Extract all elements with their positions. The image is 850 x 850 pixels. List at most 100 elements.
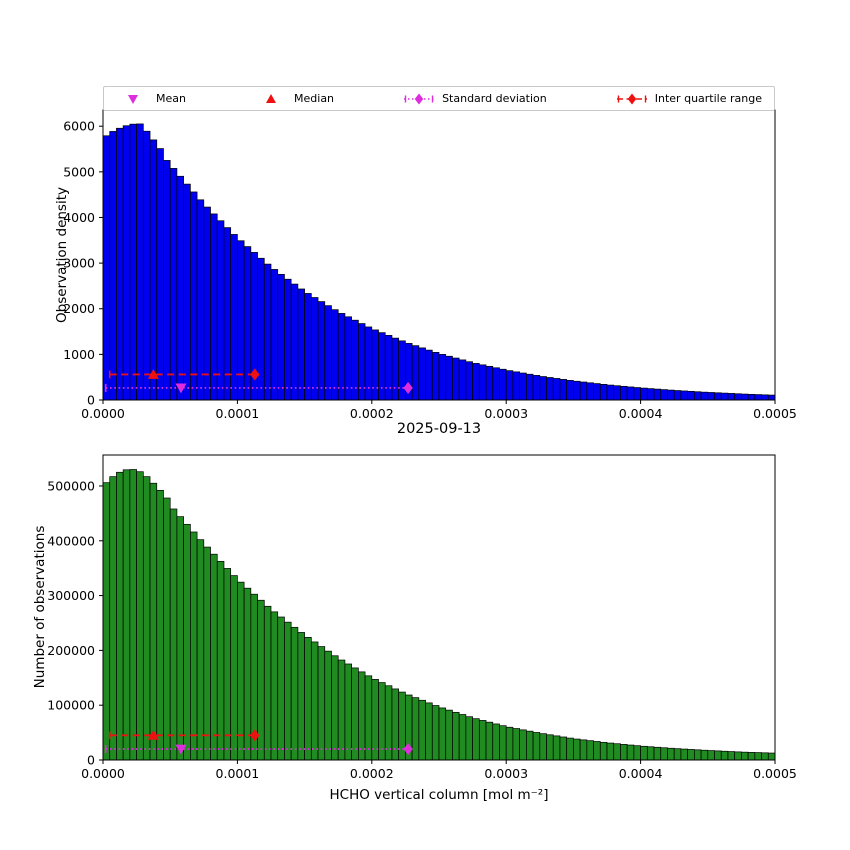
legend-label-inter-quartile-range: Inter quartile range — [654, 92, 762, 105]
histogram-bar — [297, 288, 305, 401]
histogram-bar — [331, 655, 339, 761]
bottom-ylabel: Number of observations — [32, 525, 48, 689]
histogram-bar — [646, 388, 655, 401]
y-tick-label: 100000 — [47, 698, 95, 713]
histogram-bar — [754, 752, 762, 761]
histogram-bar — [317, 301, 326, 401]
histogram-bar — [237, 240, 245, 401]
xlabel: HCHO vertical column [mol m⁻²] — [329, 787, 549, 803]
x-tick-label: 0.0003 — [484, 766, 528, 781]
histogram-bar — [626, 386, 635, 401]
histogram-bar — [620, 744, 628, 761]
histogram-bar — [660, 389, 668, 401]
histogram-bar — [310, 641, 319, 761]
histogram-bar — [633, 387, 641, 401]
y-tick-label: 1000 — [63, 347, 95, 362]
legend-label-standard-deviation: Standard deviation — [442, 92, 547, 105]
histogram-bar — [734, 393, 742, 401]
inter-quartile-range-marker-icon — [616, 93, 647, 104]
histogram-bar — [418, 699, 426, 761]
histogram-bar — [411, 697, 420, 761]
std-diamond-marker — [403, 742, 413, 756]
histogram-bar — [284, 621, 292, 761]
histogram-bar — [613, 743, 621, 761]
histogram-bar — [418, 347, 426, 401]
histogram-bar — [741, 751, 749, 761]
histogram-bar — [586, 382, 594, 401]
histogram-bar — [552, 378, 561, 401]
histogram-bar — [142, 130, 151, 401]
histogram-bar — [754, 394, 762, 401]
histogram-bar — [626, 744, 635, 761]
histogram-bar — [747, 752, 756, 761]
y-tick-label: 6000 — [63, 119, 95, 134]
legend-label-mean: Mean — [156, 92, 186, 105]
histogram-bar — [263, 263, 272, 401]
x-tick-label: 0.0005 — [753, 766, 797, 781]
histogram-bar — [720, 750, 729, 761]
histogram-bar — [599, 741, 608, 761]
histogram-bar — [599, 384, 608, 401]
histogram-bar — [458, 714, 467, 761]
histogram-bar — [129, 469, 137, 761]
histogram-bar — [163, 160, 171, 401]
histogram-bar — [694, 749, 702, 761]
y-tick-label: 3000 — [63, 256, 95, 271]
histogram-bar — [606, 384, 615, 401]
histogram-bar — [707, 392, 715, 401]
histogram-bar — [210, 553, 218, 761]
histogram-bar — [156, 490, 164, 761]
mean-marker-icon — [128, 94, 138, 104]
histogram-bar — [331, 309, 339, 401]
histogram-bar — [324, 305, 332, 401]
histogram-bar — [176, 175, 184, 401]
histogram-bar — [485, 721, 494, 761]
histogram-bar — [183, 183, 191, 401]
histogram-bar — [761, 394, 769, 401]
histogram-bar — [384, 335, 393, 401]
histogram-bar — [438, 354, 447, 401]
histogram-bar — [270, 611, 279, 761]
histogram-bar — [660, 747, 668, 761]
histogram-bar — [559, 379, 568, 401]
std-diamond-marker — [403, 381, 413, 394]
histogram-bar — [102, 482, 111, 761]
histogram-bar — [465, 361, 473, 401]
histogram-bar — [499, 725, 507, 761]
histogram-bar — [767, 752, 776, 761]
histogram-bar — [284, 278, 292, 401]
histogram-bar — [290, 626, 299, 761]
histogram-bar — [438, 707, 447, 761]
histogram-bar — [445, 355, 453, 401]
histogram-bar — [478, 364, 487, 401]
standard-deviation-legend-glyph — [414, 93, 424, 104]
histogram-bar — [156, 148, 164, 401]
histogram-bar — [700, 391, 709, 401]
histogram-bar — [593, 741, 601, 761]
histogram-bar — [431, 352, 440, 401]
histogram-bar — [371, 329, 379, 401]
histogram-bar — [526, 373, 534, 401]
histogram-bar — [700, 749, 709, 761]
histogram-bar — [317, 646, 326, 761]
x-tick-label: 0.0001 — [216, 406, 260, 421]
histogram-bar — [579, 381, 588, 401]
y-tick-label: 500000 — [47, 478, 95, 493]
legend: Mean Median Standard deviation Inter quarti… — [103, 86, 775, 111]
histogram-bar — [680, 748, 688, 761]
histogram-bar — [687, 390, 695, 401]
histogram-bar — [519, 729, 527, 761]
histogram-bar — [566, 737, 574, 761]
histogram-bar — [398, 340, 406, 401]
legend-item-standard-deviation: Standard deviation — [402, 92, 547, 106]
iqr-diamond-marker — [250, 368, 260, 381]
x-tick-label: 0.0003 — [484, 406, 528, 421]
histogram-bar — [512, 728, 520, 761]
histogram-bar — [243, 587, 252, 761]
histogram-bar — [116, 127, 124, 401]
histogram-bar — [667, 389, 675, 401]
histogram-bar — [310, 297, 319, 401]
histogram-bar — [747, 393, 756, 401]
histogram-bar — [472, 718, 480, 761]
